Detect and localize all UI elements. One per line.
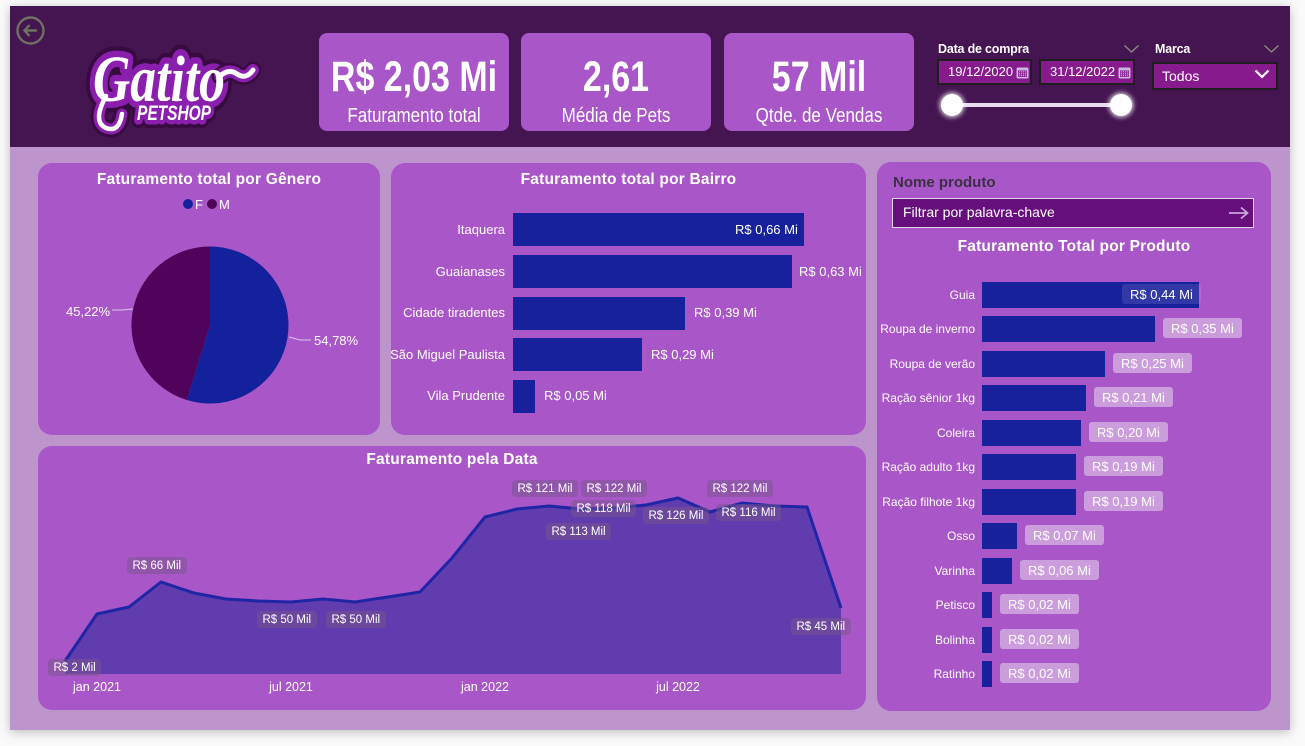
svg-text:PETSHOP: PETSHOP xyxy=(137,102,212,125)
svg-text:PETSHOP: PETSHOP xyxy=(137,102,212,125)
svg-text:Gatito: Gatito xyxy=(93,43,225,116)
svg-text:Gatito: Gatito xyxy=(93,43,225,116)
